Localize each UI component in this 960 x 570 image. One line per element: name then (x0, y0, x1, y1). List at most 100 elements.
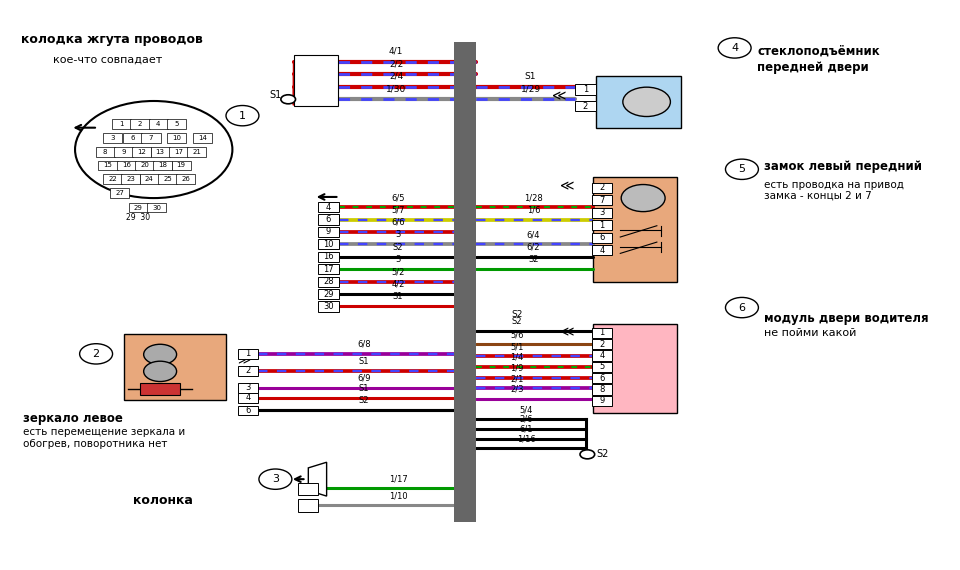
Bar (592, 183, 612, 193)
Bar (593, 324, 677, 413)
Bar (147, 203, 166, 213)
Bar (319, 276, 339, 287)
Text: S2: S2 (512, 311, 522, 319)
Bar (176, 174, 195, 184)
Bar (96, 147, 115, 157)
Text: ≫: ≫ (237, 354, 251, 367)
Text: 8: 8 (103, 149, 108, 155)
Text: 5/4: 5/4 (519, 405, 533, 414)
Text: 16: 16 (122, 162, 131, 168)
Bar (294, 55, 338, 105)
Circle shape (281, 95, 296, 104)
Text: 1/16: 1/16 (516, 434, 536, 443)
Text: 1: 1 (583, 85, 588, 94)
Text: S1: S1 (359, 384, 370, 393)
Text: S1: S1 (525, 72, 537, 81)
Text: 19: 19 (177, 162, 185, 168)
Text: 1/29: 1/29 (520, 84, 540, 93)
Text: 13: 13 (156, 149, 164, 155)
Text: 1/4: 1/4 (510, 353, 523, 362)
Text: 5/2: 5/2 (392, 267, 405, 276)
Bar (169, 147, 188, 157)
Text: замок левый передний: замок левый передний (764, 160, 922, 173)
Text: 4: 4 (325, 202, 331, 211)
Bar (187, 147, 206, 157)
Text: 2: 2 (599, 340, 605, 349)
Text: есть проводка на привод: есть проводка на привод (764, 180, 903, 190)
Bar (319, 202, 339, 212)
Text: 6/2: 6/2 (527, 243, 540, 252)
Text: 7: 7 (149, 135, 154, 141)
Text: 22: 22 (108, 176, 117, 182)
Bar (167, 133, 186, 143)
Polygon shape (308, 462, 326, 496)
Bar (592, 373, 612, 383)
Circle shape (580, 450, 594, 459)
Bar (123, 133, 142, 143)
Text: 1: 1 (119, 121, 124, 127)
Text: 10: 10 (324, 240, 334, 249)
Bar (149, 119, 168, 129)
Text: колонка: колонка (132, 494, 193, 507)
Text: 6/9: 6/9 (357, 374, 371, 382)
Bar (319, 289, 339, 299)
Text: 10: 10 (172, 135, 181, 141)
Text: 6: 6 (325, 215, 331, 224)
Text: не пойми какой: не пойми какой (764, 328, 856, 338)
Text: 28: 28 (324, 277, 334, 286)
Text: 3: 3 (599, 208, 605, 217)
Bar (103, 174, 122, 184)
Bar (110, 188, 130, 198)
Text: 1: 1 (599, 221, 605, 230)
Bar (172, 161, 191, 170)
Text: 20: 20 (140, 162, 149, 168)
Text: 6: 6 (131, 135, 135, 141)
Bar (121, 174, 140, 184)
Text: 1: 1 (246, 349, 251, 359)
Text: 2/6: 2/6 (519, 415, 533, 424)
Text: 4: 4 (599, 351, 605, 360)
Bar (592, 207, 612, 218)
Text: 5/7: 5/7 (392, 205, 405, 214)
Text: 1/6: 1/6 (527, 205, 540, 214)
Text: 2/1: 2/1 (510, 374, 523, 383)
Text: 5/6: 5/6 (510, 330, 523, 339)
Text: зеркало левое: зеркало левое (23, 412, 123, 425)
Circle shape (144, 344, 177, 365)
Bar (193, 133, 212, 143)
Text: 12: 12 (137, 149, 146, 155)
Bar (98, 161, 117, 170)
Text: есть перемещение зеркала и: есть перемещение зеркала и (23, 427, 185, 437)
Bar (154, 161, 173, 170)
Text: 3: 3 (110, 135, 115, 141)
Text: 29  30: 29 30 (126, 213, 150, 222)
Text: 1/17: 1/17 (389, 474, 407, 483)
Bar (139, 174, 158, 184)
Text: 6: 6 (738, 303, 746, 312)
Bar (157, 174, 177, 184)
Bar (592, 328, 612, 338)
Bar (592, 339, 612, 349)
Bar (132, 147, 152, 157)
Bar (319, 302, 339, 312)
Text: S1: S1 (393, 292, 403, 302)
Text: 26: 26 (181, 176, 190, 182)
Text: 2: 2 (138, 121, 142, 127)
Bar (454, 42, 476, 522)
Bar (238, 383, 258, 393)
Text: 2: 2 (246, 367, 251, 375)
Text: 2/2: 2/2 (389, 59, 403, 68)
Bar (592, 233, 612, 243)
Text: 6: 6 (599, 233, 605, 242)
Text: кое-что совпадает: кое-что совпадает (53, 54, 162, 64)
Text: 29: 29 (133, 205, 143, 211)
Text: S2: S2 (596, 449, 609, 459)
Text: 2: 2 (583, 102, 588, 111)
Text: S2: S2 (528, 255, 539, 264)
Bar (593, 177, 677, 282)
Text: 25: 25 (163, 176, 172, 182)
Text: 6: 6 (245, 406, 251, 415)
Text: 1: 1 (599, 328, 605, 337)
Text: 2: 2 (599, 184, 605, 193)
Text: S2: S2 (512, 317, 522, 326)
